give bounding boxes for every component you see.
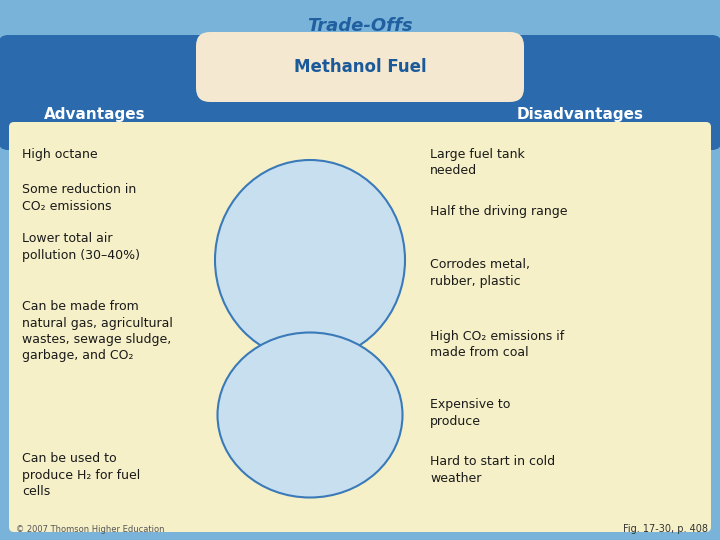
Text: Corrodes metal,
rubber, plastic: Corrodes metal, rubber, plastic [430,258,530,287]
Text: Advantages: Advantages [44,107,146,123]
Ellipse shape [217,333,402,497]
Text: Hard to start in cold
weather: Hard to start in cold weather [430,455,555,484]
Text: Some reduction in
CO₂ emissions: Some reduction in CO₂ emissions [22,183,136,213]
Text: Expensive to
produce: Expensive to produce [430,398,510,428]
Text: Half the driving range: Half the driving range [430,205,567,218]
Text: Fig. 17-30, p. 408: Fig. 17-30, p. 408 [623,524,708,534]
Text: Disadvantages: Disadvantages [516,107,644,123]
Text: Large fuel tank
needed: Large fuel tank needed [430,148,525,178]
Text: Lower total air
pollution (30–40%): Lower total air pollution (30–40%) [22,232,140,261]
Text: High octane: High octane [22,148,98,161]
FancyBboxPatch shape [9,122,711,532]
Text: © 2007 Thomson Higher Education: © 2007 Thomson Higher Education [16,525,164,534]
Ellipse shape [215,160,405,360]
Text: High CO₂ emissions if
made from coal: High CO₂ emissions if made from coal [430,330,564,360]
Text: Can be used to
produce H₂ for fuel
cells: Can be used to produce H₂ for fuel cells [22,452,140,498]
Text: Can be made from
natural gas, agricultural
wastes, sewage sludge,
garbage, and C: Can be made from natural gas, agricultur… [22,300,173,362]
Text: Trade-Offs: Trade-Offs [307,17,413,35]
Bar [8,100,712,145]
FancyBboxPatch shape [196,32,524,102]
FancyBboxPatch shape [0,35,720,150]
Text: Methanol Fuel: Methanol Fuel [294,58,426,76]
